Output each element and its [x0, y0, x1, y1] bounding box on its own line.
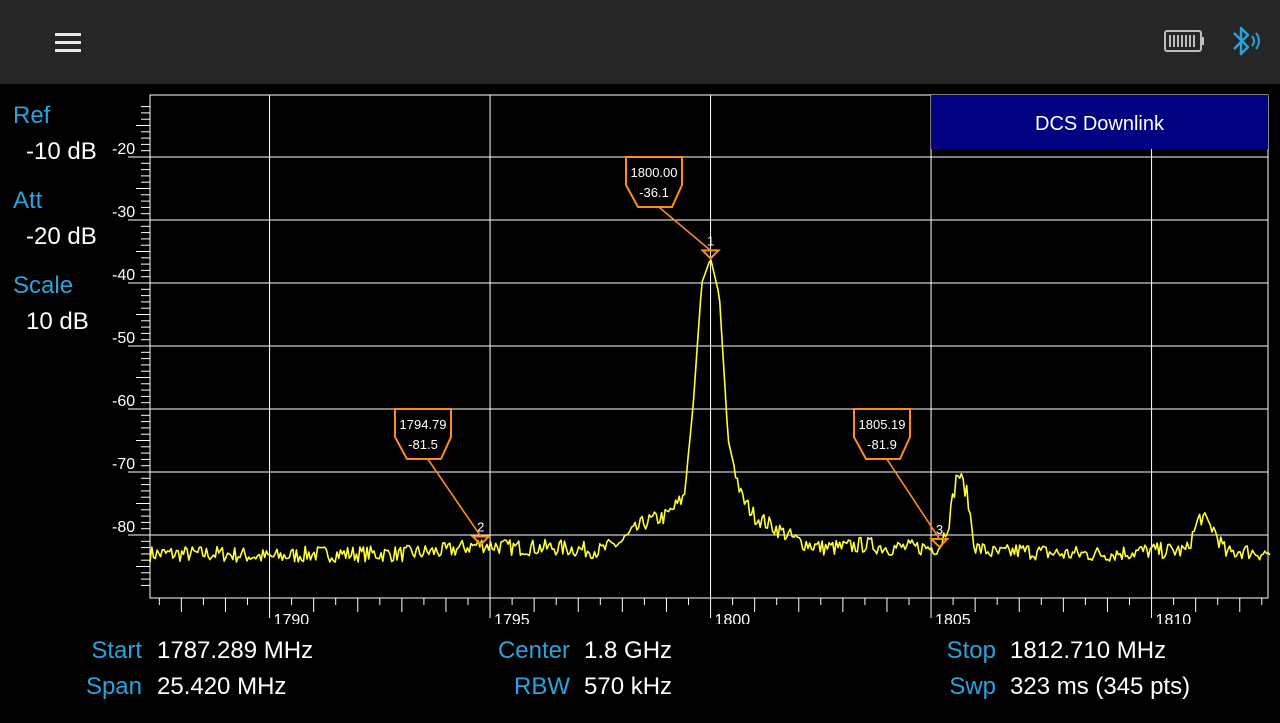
start-label: Start: [91, 637, 142, 664]
marker-id: 2: [477, 519, 484, 534]
att-value[interactable]: -20 dB: [26, 223, 97, 250]
bluetooth-icon[interactable]: [1228, 24, 1268, 58]
x-tick-label: 1805: [935, 612, 971, 624]
marker-id: 1: [707, 233, 714, 248]
marker-level: -36.1: [639, 185, 669, 200]
battery-icon: [1164, 30, 1204, 52]
y-tick-label: -40: [112, 267, 135, 284]
spectrum-plot[interactable]: DCS Downlink 1800.00-36.111794.79-81.521…: [0, 84, 1280, 624]
top-toolbar: [0, 0, 1280, 84]
marker-freq: 1805.19: [859, 417, 906, 432]
scale-label: Scale: [13, 272, 74, 299]
start-value[interactable]: 1787.289 MHz: [157, 637, 314, 664]
marker-freq: 1800.00: [631, 165, 678, 180]
att-label: Att: [13, 187, 43, 214]
marker-leader: [658, 206, 712, 252]
marker-callout-box: [853, 408, 911, 460]
rbw-value[interactable]: 570 kHz: [584, 673, 673, 700]
ref-value[interactable]: -10 dB: [26, 138, 97, 165]
swp-label: Swp: [949, 673, 996, 700]
marker-leader: [886, 458, 941, 540]
x-tick-label: 1800: [715, 612, 751, 624]
rbw-label: RBW: [514, 673, 570, 700]
marker-1[interactable]: 1800.00 -36.1 1: [625, 156, 721, 260]
marker-triangle: [470, 535, 492, 546]
marker-triangle: [700, 249, 721, 260]
y-tick-label: -80: [112, 519, 135, 536]
span-value[interactable]: 25.420 MHz: [157, 673, 287, 700]
band-label: DCS Downlink: [1035, 113, 1165, 135]
y-tick-label: -60: [112, 393, 135, 410]
x-tick-label: 1810: [1156, 612, 1192, 624]
band-box: [931, 95, 1268, 149]
x-tick-label: 1790: [274, 612, 310, 624]
center-value[interactable]: 1.8 GHz: [584, 637, 673, 664]
x-tick-label: 1795: [494, 612, 530, 624]
y-tick-label: -30: [112, 204, 135, 221]
grid: [149, 94, 1269, 599]
swp-value[interactable]: 323 ms (345 pts): [1010, 673, 1191, 700]
hamburger-menu-icon[interactable]: [46, 22, 90, 62]
marker-triangle: [929, 537, 950, 549]
scale-value[interactable]: 10 dB: [26, 308, 89, 335]
marker-3[interactable]: 1805.19 -81.9 3: [853, 408, 950, 549]
marker-level: -81.9: [867, 437, 897, 452]
marker-level: -81.5: [408, 437, 438, 452]
marker-callout-box: [394, 408, 452, 460]
span-label: Span: [85, 673, 142, 700]
marker-leader: [427, 458, 482, 537]
y-tick-label: -20: [112, 141, 135, 158]
spectrum-trace: [149, 259, 1271, 563]
stop-label: Stop: [946, 637, 996, 664]
marker-2[interactable]: 1794.79 -81.5 2: [394, 408, 492, 546]
y-tick-label: -50: [112, 330, 135, 347]
marker-freq: 1794.79: [400, 417, 447, 432]
ref-label: Ref: [13, 102, 51, 129]
marker-id: 3: [936, 522, 943, 537]
center-label: Center: [497, 637, 570, 664]
marker-callout-box: [625, 156, 683, 208]
y-tick-label: -70: [112, 456, 135, 473]
stop-value[interactable]: 1812.710 MHz: [1010, 637, 1167, 664]
